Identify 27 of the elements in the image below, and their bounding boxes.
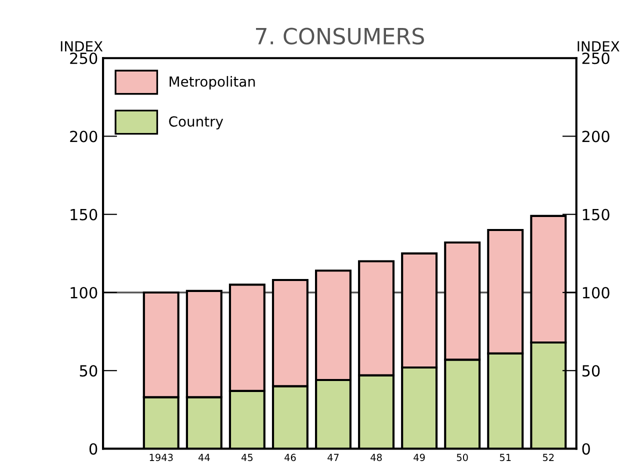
y2-tick-label: 150 [582, 208, 610, 220]
y2-tick-label: 0 [582, 443, 590, 455]
y2-tick-label: 100 [582, 286, 610, 299]
y2-tick-label: 250 [582, 52, 610, 64]
x-tick-label: 46 [284, 454, 296, 462]
x-tick-label: 50 [456, 454, 468, 462]
x-tick-label: 45 [241, 454, 253, 462]
y-tick-label: 250 [70, 52, 98, 64]
x-tick-label: 48 [370, 454, 382, 462]
y2-axis-title: INDEX [578, 41, 620, 52]
y-axis-title: INDEX [60, 41, 103, 52]
y2-tick-label: 200 [582, 130, 610, 142]
x-tick-label: 51 [500, 454, 511, 462]
x-tick-label: 47 [328, 454, 339, 461]
y-tick-label: 50 [80, 365, 98, 377]
y-tick-label: 200 [70, 130, 98, 142]
y-tick-label: 100 [70, 286, 98, 299]
chart-title: 7. CONSUMERS [256, 28, 424, 45]
legend-label: Metropolitan [170, 76, 255, 90]
y2-tick-label: 50 [582, 365, 600, 377]
y-tick-label: 0 [89, 443, 98, 455]
x-tick-label: 44 [198, 454, 210, 461]
x-tick-label: 49 [414, 454, 425, 462]
x-tick-label: 1943 [150, 454, 173, 462]
y-tick-label: 150 [70, 208, 98, 220]
x-tick-label: 52 [542, 454, 554, 462]
legend-label: Country [169, 116, 224, 130]
